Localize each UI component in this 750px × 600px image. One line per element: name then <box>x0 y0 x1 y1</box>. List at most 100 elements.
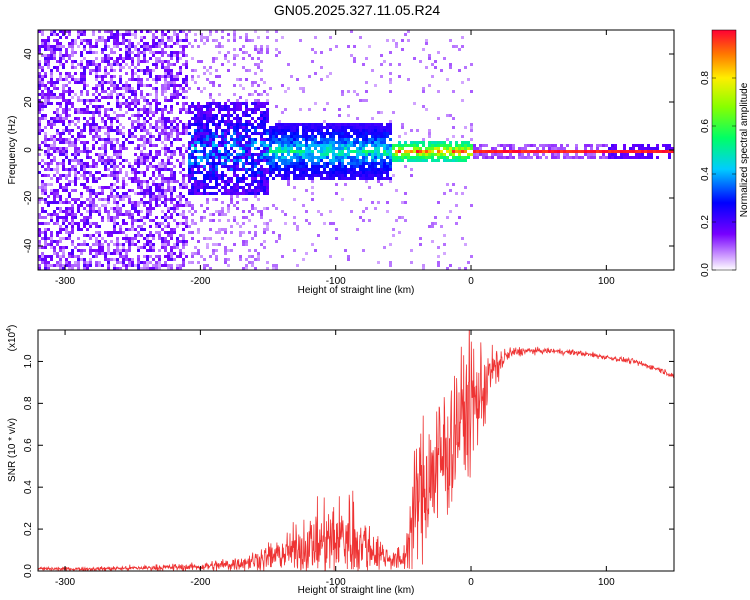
spectrogram-cell <box>272 153 275 156</box>
spectrogram-cell <box>221 162 224 165</box>
spectrogram-cell <box>50 57 53 60</box>
spectrogram-cell <box>68 75 71 78</box>
spectrogram-cell <box>110 63 113 66</box>
spectrogram-cell <box>77 99 80 102</box>
spectrogram-cell <box>617 150 620 153</box>
spectrogram-cell <box>62 129 65 132</box>
spectrogram-cell <box>104 42 107 45</box>
spectrogram-cell <box>125 48 128 51</box>
spectrogram-cell <box>431 222 434 225</box>
spectrogram-cell <box>221 144 224 147</box>
spectrogram-cell <box>95 90 98 93</box>
spectrogram-cell <box>41 93 44 96</box>
spectrogram-cell <box>251 207 254 210</box>
spectrogram-cell <box>632 147 635 150</box>
spectrogram-cell <box>203 126 206 129</box>
spectrogram-cell <box>140 219 143 222</box>
spectrogram-cell <box>233 102 236 105</box>
spectrogram-cell <box>212 168 215 171</box>
spectrogram-cell <box>242 150 245 153</box>
spectrogram-cell <box>293 135 296 138</box>
spectrogram-cell <box>212 114 215 117</box>
spectrogram-cell <box>278 147 281 150</box>
spectrogram-cell <box>47 213 50 216</box>
spectrogram-cell <box>200 114 203 117</box>
spectrogram-cell <box>188 189 191 192</box>
spectrogram-cell <box>257 156 260 159</box>
spectrogram-cell <box>356 156 359 159</box>
spectrogram-cell <box>182 123 185 126</box>
spectrogram-cell <box>98 69 101 72</box>
spectrogram-cell <box>71 219 74 222</box>
spectrogram-cell <box>119 81 122 84</box>
spectrogram-cell <box>173 210 176 213</box>
spectrogram-cell <box>209 120 212 123</box>
spectrogram-cell <box>176 126 179 129</box>
spectrogram-cell <box>365 174 368 177</box>
spectrogram-cell <box>116 30 119 33</box>
spectrogram-cell <box>389 168 392 171</box>
spectrogram-cell <box>170 144 173 147</box>
spectrogram-cell <box>176 138 179 141</box>
spectrogram-cell <box>68 90 71 93</box>
colorbar-tick-label: 0.4 <box>700 167 711 181</box>
spectrogram-cell <box>56 219 59 222</box>
spectrogram-cell <box>98 93 101 96</box>
spectrogram-cell <box>149 75 152 78</box>
spectrogram-cell <box>371 141 374 144</box>
spectrogram-cell <box>149 207 152 210</box>
spectrogram-cell <box>389 51 392 54</box>
spectrogram-cell <box>587 156 590 159</box>
spectrogram-cell <box>47 267 50 270</box>
spectrogram-cell <box>293 129 296 132</box>
spectrogram-cell <box>50 237 53 240</box>
spectrogram-cell <box>236 222 239 225</box>
spectrogram-cell <box>299 171 302 174</box>
spectrogram-cell <box>200 132 203 135</box>
spectrogram-cell <box>161 66 164 69</box>
spectrogram-cell <box>239 153 242 156</box>
colorbar-tick-label: 0.6 <box>700 119 711 133</box>
spectrogram-cell <box>230 144 233 147</box>
spectrogram-cell <box>104 147 107 150</box>
spectrogram-cell <box>125 147 128 150</box>
spectrogram-cell <box>110 156 113 159</box>
spectrogram-cell <box>47 48 50 51</box>
spectrogram-cell <box>218 144 221 147</box>
spectrogram-cell <box>134 93 137 96</box>
spectrogram-cell <box>191 123 194 126</box>
spectrogram-cell <box>179 69 182 72</box>
spectrogram-cell <box>116 222 119 225</box>
spectrogram-cell <box>71 216 74 219</box>
spectrogram-cell <box>371 123 374 126</box>
spectrogram-cell <box>155 78 158 81</box>
spectrogram-cell <box>140 246 143 249</box>
spectrogram-cell <box>185 63 188 66</box>
spectrogram-cell <box>80 132 83 135</box>
spectrogram-cell <box>143 135 146 138</box>
spectrogram-cell <box>278 132 281 135</box>
spectrogram-cell <box>68 144 71 147</box>
spectrogram-cell <box>278 138 281 141</box>
spectrogram-cell <box>266 132 269 135</box>
spectrogram-cell <box>281 147 284 150</box>
spectrogram-cell <box>116 207 119 210</box>
spectrogram-cell <box>341 141 344 144</box>
spectrogram-cell <box>59 246 62 249</box>
spectrogram-cell <box>119 249 122 252</box>
spectrogram-cell <box>47 243 50 246</box>
spectrogram-cell <box>206 144 209 147</box>
spectrogram-cell <box>170 108 173 111</box>
spectrogram-cell <box>182 204 185 207</box>
spectrogram-cell <box>62 30 65 33</box>
spectrogram-cell <box>218 162 221 165</box>
spectrogram-cell <box>197 75 200 78</box>
spectrogram-cell <box>83 168 86 171</box>
spectrogram-cell <box>170 78 173 81</box>
spectrogram-cell <box>77 210 80 213</box>
spectrogram-cell <box>77 267 80 270</box>
spectrogram-cell <box>128 198 131 201</box>
spectrogram-cell <box>170 36 173 39</box>
spectrogram-cell <box>215 30 218 33</box>
spectrogram-cell <box>80 204 83 207</box>
